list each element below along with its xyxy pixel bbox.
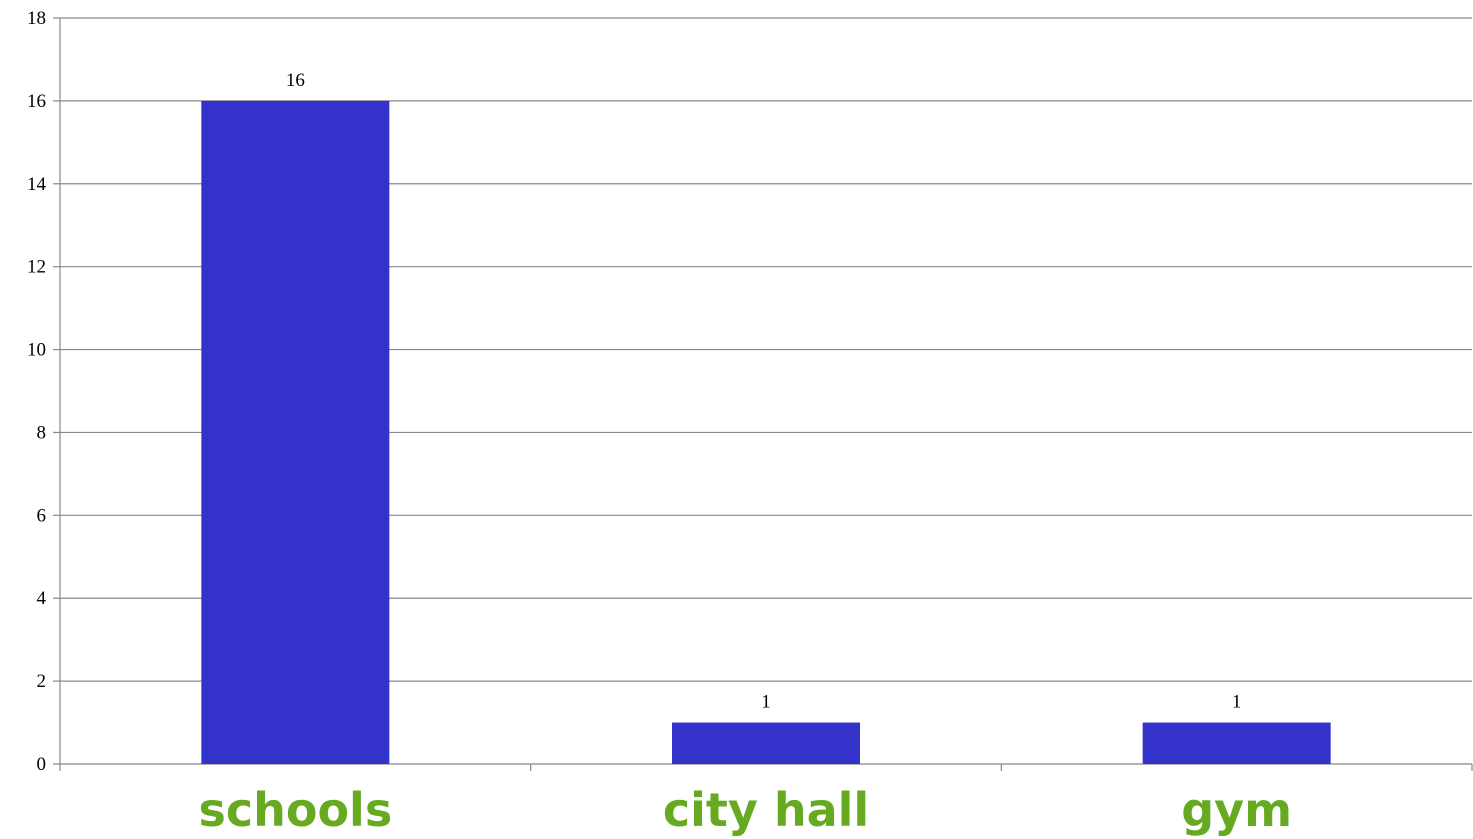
y-tick-label: 8 [37,422,47,443]
y-tick-label: 14 [27,174,47,195]
labels: 0 2 4 6 8 10 12 14 16 18 16 schools 1 city hall 1 gym [27,8,1292,837]
data-label: 1 [761,692,771,713]
y-tick-label: 2 [37,671,47,692]
x-category-label: city hall [663,783,869,837]
x-category-label: schools [198,783,392,837]
data-label: 1 [1232,692,1242,713]
bar-gym [1142,722,1331,764]
y-tick-label: 4 [37,588,47,609]
bars [201,100,1331,764]
y-tick-label: 16 [27,91,46,112]
y-tick-label: 6 [37,505,47,526]
y-tick-label: 18 [27,8,46,29]
y-tick-label: 12 [27,257,46,278]
data-label: 16 [286,70,305,91]
bar-city-hall [672,722,860,764]
bar-schools [201,100,390,764]
y-tick-label: 0 [37,754,47,775]
x-category-label: gym [1181,783,1292,837]
y-tick-label: 10 [27,340,46,361]
